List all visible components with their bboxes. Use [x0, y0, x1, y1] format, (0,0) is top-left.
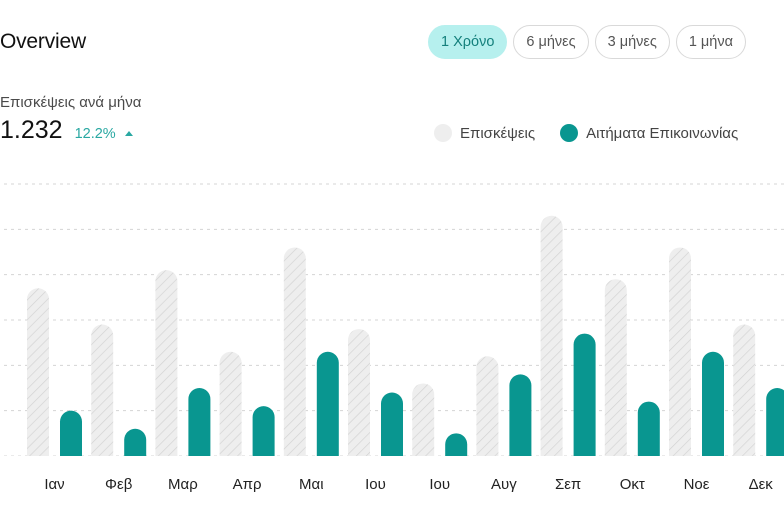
- x-tick-label: Μαι: [299, 476, 324, 493]
- bar-contacts-3[interactable]: [188, 388, 211, 467]
- bar-contacts-9[interactable]: [573, 333, 596, 467]
- bar-visits-9[interactable]: [540, 215, 563, 467]
- bar-visits-7[interactable]: [412, 383, 435, 467]
- range-tab-6-months[interactable]: 6 μήνες: [513, 25, 589, 59]
- time-range-tabs: 1 Χρόνο 6 μήνες 3 μήνες 1 μήνα: [428, 25, 746, 59]
- bar-visits-10[interactable]: [604, 279, 627, 467]
- legend-item-visits[interactable]: Επισκέψεις: [434, 124, 535, 142]
- chart-legend: Επισκέψεις Αιτήματα Επικοινωνίας: [434, 124, 738, 142]
- bar-visits-1[interactable]: [27, 288, 49, 467]
- bar-contacts-6[interactable]: [381, 392, 403, 467]
- x-tick-label: Απρ: [233, 476, 262, 493]
- baseline-mask: [0, 456, 784, 470]
- metric-change: 12.2%: [75, 126, 133, 142]
- bar-contacts-11[interactable]: [702, 351, 724, 467]
- x-tick-label: Ιου: [429, 476, 450, 493]
- metric-change-value: 12.2%: [74, 126, 116, 142]
- bar-contacts-4[interactable]: [252, 406, 275, 467]
- bar-visits-3[interactable]: [155, 270, 178, 467]
- bar-contacts-5[interactable]: [316, 351, 339, 467]
- bar-visits-12[interactable]: [733, 324, 756, 467]
- x-tick-label: Αυγ: [491, 476, 517, 493]
- bar-visits-11[interactable]: [669, 247, 691, 467]
- x-axis-labels: Ιαν Φεβ Μαρ Απρ Μαι Ιου Ιου Αυγ Σεπ Οκτ Νοε Δεκ: [44, 476, 773, 493]
- x-tick-label: Φεβ: [105, 476, 133, 493]
- legend-swatch-contacts: [560, 124, 579, 142]
- bar-contacts-12[interactable]: [766, 388, 784, 467]
- bar-visits-4[interactable]: [219, 351, 242, 467]
- bar-visits-5[interactable]: [283, 247, 306, 467]
- bar-visits-8[interactable]: [476, 356, 499, 467]
- range-tab-1-month[interactable]: 1 μήνα: [675, 25, 746, 59]
- bars-layer: [0, 215, 784, 470]
- x-tick-label: Σεπ: [555, 476, 581, 493]
- bar-visits-6[interactable]: [348, 329, 370, 467]
- bar-contacts-8[interactable]: [509, 374, 532, 467]
- legend-label-contacts: Αιτήματα Επικοινωνίας: [586, 124, 739, 142]
- legend-label-visits: Επισκέψεις: [460, 124, 536, 142]
- triangle-up-icon: [124, 130, 133, 136]
- metric-label: Επισκέψεις ανά μήνα: [0, 94, 142, 111]
- metric-row: 1.232 12.2%: [0, 116, 133, 145]
- bar-visits-2[interactable]: [91, 324, 114, 467]
- x-tick-label: Νοε: [684, 476, 710, 493]
- x-tick-label: Δεκ: [749, 476, 774, 493]
- legend-item-contacts[interactable]: Αιτήματα Επικοινωνίας: [560, 124, 738, 142]
- x-tick-label: Μαρ: [168, 476, 198, 493]
- x-tick-label: Ιου: [365, 476, 386, 493]
- range-tab-1-year[interactable]: 1 Χρόνο: [428, 25, 508, 59]
- x-tick-label: Οκτ: [620, 476, 645, 493]
- bar-contacts-10[interactable]: [637, 401, 660, 467]
- range-tab-3-months[interactable]: 3 μήνες: [594, 25, 670, 59]
- metric-value: 1.232: [0, 116, 63, 144]
- legend-swatch-visits: [434, 124, 452, 142]
- bar-contacts-1[interactable]: [60, 410, 82, 467]
- page-title: Overview: [0, 30, 86, 53]
- x-tick-label: Ιαν: [44, 476, 64, 493]
